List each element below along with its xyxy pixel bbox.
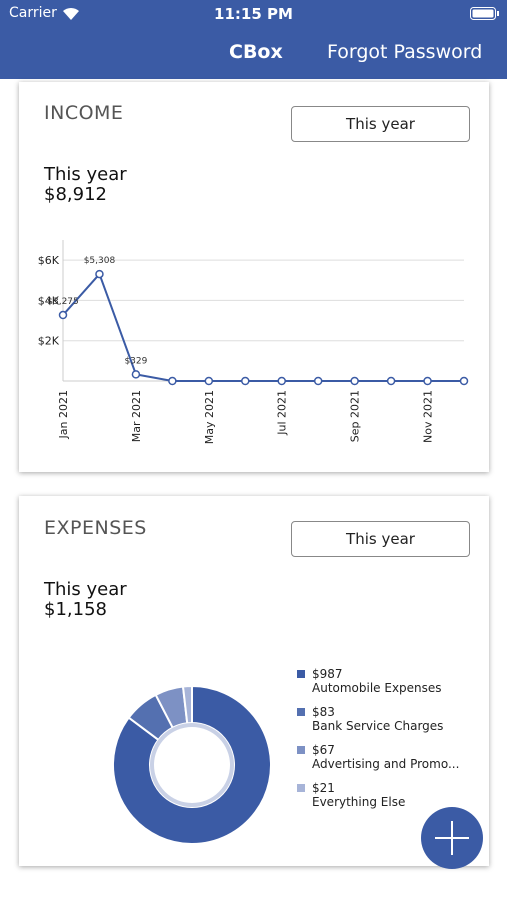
legend-value: $987: [312, 667, 343, 681]
legend-swatch: [297, 784, 305, 792]
data-point: [168, 376, 177, 386]
data-point: [386, 376, 396, 386]
expenses-heading: EXPENSES: [44, 517, 147, 539]
income-period: This year: [44, 164, 127, 185]
y-tick-label: $2K: [38, 335, 60, 348]
expenses-card: EXPENSES This year This year $1,158 $987…: [19, 496, 489, 866]
x-tick-label: Mar 2021: [130, 390, 143, 442]
income-line: [62, 272, 464, 382]
value-label: $3,275: [47, 297, 79, 307]
add-button[interactable]: [421, 807, 483, 869]
legend-label: Automobile Expenses: [312, 681, 442, 695]
income-total: $8,912: [44, 184, 107, 205]
data-point: [241, 376, 250, 386]
data-point: [350, 376, 359, 386]
x-tick-label: Jul 2021: [276, 390, 289, 436]
data-point: [423, 376, 432, 386]
legend-swatch: [297, 708, 305, 716]
legend-swatch: [297, 670, 305, 678]
data-point: [277, 376, 286, 386]
x-tick-label: Jan 2021: [57, 390, 70, 439]
time: 11:15 PM: [214, 5, 293, 23]
legend-label: Everything Else: [312, 795, 405, 809]
income-heading: INCOME: [44, 102, 124, 124]
expenses-total: $1,158: [44, 599, 107, 620]
value-label: $329: [124, 356, 147, 366]
nav-title: CBox: [229, 41, 283, 63]
carrier: Carrier: [9, 5, 57, 21]
data-point: [95, 269, 104, 279]
income-chart: $2K $4K $6K $3,275 Jan 2021 $5,308 $329 Mar 202…: [38, 240, 469, 444]
legend-label: Advertising and Promo...: [312, 757, 459, 771]
x-tick-label: May 2021: [203, 390, 216, 444]
expenses-period: This year: [44, 579, 127, 600]
battery-icon: [470, 7, 499, 20]
wifi-icon: [63, 7, 79, 21]
y-tick-label: $6K: [38, 254, 60, 267]
legend-value: $83: [312, 705, 335, 719]
data-point: [131, 370, 141, 379]
x-tick-label: Sep 2021: [349, 390, 362, 442]
legend-label: Bank Service Charges: [312, 719, 443, 733]
data-point: [459, 376, 469, 386]
legend-value: $67: [312, 743, 335, 757]
data-point: [58, 310, 68, 320]
value-label: $5,308: [84, 256, 116, 266]
legend-swatch: [297, 746, 305, 754]
income-period-button[interactable]: This year: [291, 106, 470, 142]
income-card: INCOME This year This year $8,912 $2K $4K…: [19, 82, 489, 472]
y-tick-label: $4K: [38, 294, 60, 307]
data-point: [204, 376, 214, 386]
donut-hole: [154, 727, 230, 803]
expenses-period-button[interactable]: This year: [291, 521, 470, 557]
data-point: [313, 376, 323, 386]
legend-value: $21: [312, 781, 335, 795]
nav-bar: Carrier 11:15 PM CBox Forgot Password: [0, 0, 507, 79]
x-tick-label: Nov 2021: [422, 390, 435, 443]
forgot-password[interactable]: Forgot Password: [327, 41, 483, 63]
